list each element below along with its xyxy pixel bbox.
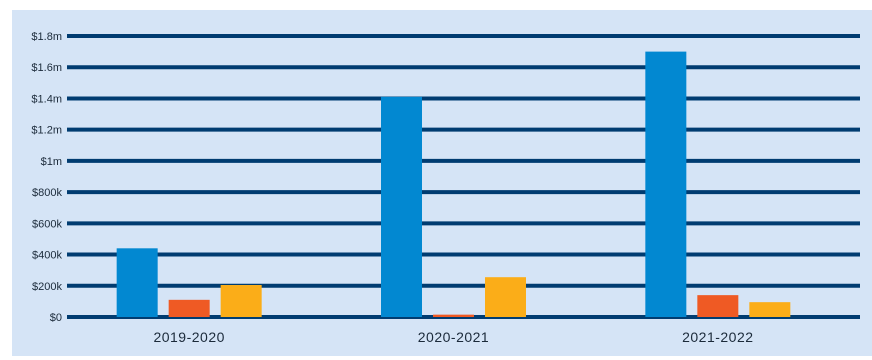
gridlines [67, 34, 860, 319]
y-tick-label-3: $600k [32, 218, 62, 230]
bar-chart: $0 $200k $400k $600k $800k $1m $1.2m $1.4m $1.6m… [31, 31, 860, 345]
x-category-label-2: 2021-2022 [682, 329, 753, 345]
x-axis-categories: 2019-2020 2020-2021 2021-2022 [153, 329, 753, 345]
chart-panel: $0 $200k $400k $600k $800k $1m $1.2m $1.4m $1.6m… [12, 10, 872, 356]
y-tick-label-5: $1m [41, 156, 62, 168]
y-tick-label-7: $1.4m [31, 93, 62, 105]
bars [116, 51, 791, 317]
bar-2019-2020-series-2 [168, 299, 210, 317]
y-tick-label-4: $800k [32, 187, 62, 199]
y-tick-label-2: $400k [32, 250, 62, 262]
bar-2021-2022-series-1 [645, 51, 687, 317]
y-tick-label-8: $1.6m [31, 62, 62, 74]
bar-2019-2020-series-1 [116, 248, 158, 317]
x-category-label-1: 2020-2021 [418, 329, 489, 345]
bar-2021-2022-series-3 [749, 302, 791, 317]
bar-2020-2021-series-1 [381, 96, 422, 317]
y-tick-label-1: $200k [32, 281, 62, 293]
y-axis-ticks: $0 $200k $400k $600k $800k $1m $1.2m $1.4m $1.6m… [31, 31, 62, 324]
y-tick-label-9: $1.8m [31, 31, 62, 43]
bar-2020-2021-series-3 [485, 277, 526, 317]
y-tick-label-0: $0 [50, 312, 62, 324]
bar-2021-2022-series-2 [697, 295, 739, 317]
y-tick-label-6: $1.2m [31, 125, 62, 137]
bar-2020-2021-series-2 [433, 314, 474, 317]
x-category-label-0: 2019-2020 [153, 329, 224, 345]
bar-2019-2020-series-3 [220, 284, 262, 317]
